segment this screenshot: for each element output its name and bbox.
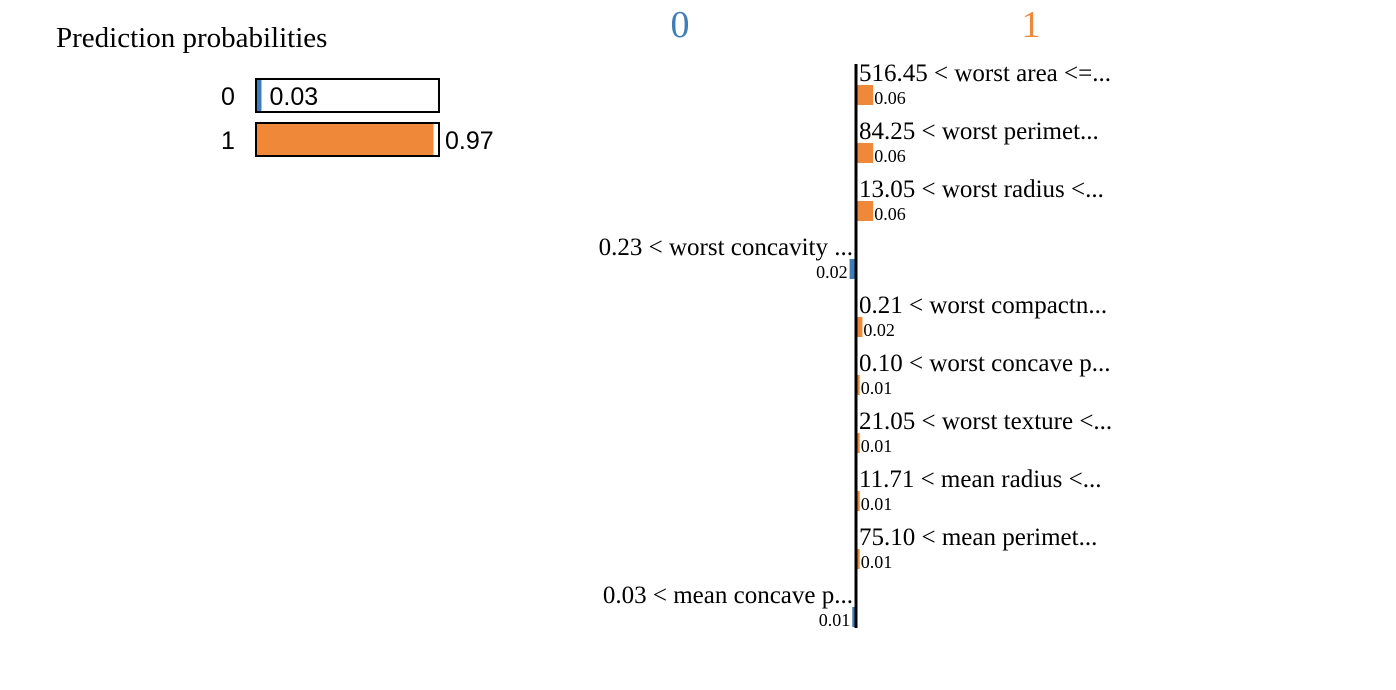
feature-weight-value: 0.01	[819, 610, 851, 630]
feature-label: 0.23 < worst concavity ...	[599, 234, 853, 261]
feature-weight-value: 0.01	[861, 494, 893, 514]
class-label-0: 0	[221, 83, 235, 111]
probability-value-1: 0.97	[445, 127, 494, 155]
probability-bar-1	[257, 124, 434, 155]
feature-label: 11.71 < mean radius <...	[859, 466, 1102, 493]
feature-label: 75.10 < mean perimet...	[859, 524, 1097, 551]
feature-weight-bar	[857, 143, 874, 163]
prediction-probabilities-title: Prediction probabilities	[56, 22, 327, 54]
class-label-1: 1	[221, 127, 235, 155]
feature-weight-value: 0.01	[861, 378, 893, 398]
feature-weight-value: 0.01	[861, 552, 893, 572]
feature-label: 21.05 < worst texture <...	[859, 408, 1112, 435]
class-header-1: 1	[1022, 4, 1041, 46]
feature-weight-value: 0.02	[816, 262, 848, 282]
feature-weight-value: 0.02	[863, 320, 895, 340]
feature-weight-bar	[857, 317, 863, 337]
class-header-0: 0	[671, 4, 690, 46]
feature-weight-bar	[857, 375, 860, 395]
feature-label: 13.05 < worst radius <...	[859, 176, 1104, 203]
feature-label: 0.03 < mean concave p...	[603, 582, 853, 609]
probability-bar-0	[257, 80, 262, 111]
probability-box-0	[255, 78, 440, 113]
feature-weight-bar	[857, 433, 860, 453]
feature-label: 84.25 < worst perimet...	[859, 118, 1099, 145]
feature-weight-bar	[857, 85, 874, 105]
feature-weight-bar	[857, 549, 860, 569]
feature-weight-value: 0.06	[874, 88, 906, 108]
feature-weight-value: 0.01	[861, 436, 893, 456]
probability-value-0: 0.03	[269, 83, 318, 111]
feature-label: 0.10 < worst concave p...	[859, 350, 1111, 377]
prediction-probabilities-chart: 0 0.03 1 0.97	[221, 78, 494, 157]
feature-weight-bar	[849, 259, 855, 279]
feature-label: 516.45 < worst area <=...	[859, 60, 1111, 87]
feature-label: 0.21 < worst compactn...	[859, 292, 1107, 319]
feature-weight-value: 0.06	[874, 204, 906, 224]
feature-weight-bar	[857, 201, 874, 221]
feature-weight-bar	[857, 491, 860, 511]
feature-weight-bar	[852, 607, 855, 627]
feature-weight-value: 0.06	[874, 146, 906, 166]
